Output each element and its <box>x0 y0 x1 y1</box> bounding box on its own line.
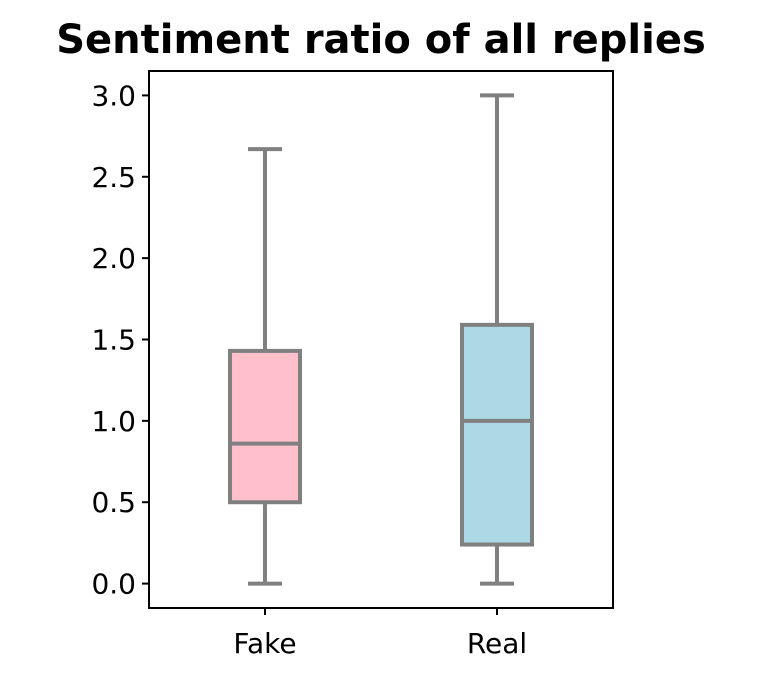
y-tick-label: 1.0 <box>91 405 136 438</box>
plot-area <box>148 70 614 609</box>
y-tick-label: 1.5 <box>91 324 136 357</box>
y-tick-label: 2.0 <box>91 242 136 275</box>
x-tick-label-real: Real <box>467 627 527 660</box>
y-tick-label: 3.0 <box>91 79 136 112</box>
y-tick-label: 2.5 <box>91 161 136 194</box>
y-tick-label: 0.0 <box>91 568 136 601</box>
chart-title: Sentiment ratio of all replies <box>56 17 706 63</box>
y-tick-label: 0.5 <box>91 486 136 519</box>
box-fake <box>228 147 302 586</box>
boxes <box>228 93 534 586</box>
box-real <box>460 93 534 586</box>
iqr-box <box>228 348 302 505</box>
x-axis: Fake Real <box>233 608 527 660</box>
y-axis: 0.0 0.5 1.0 1.5 2.0 2.5 3.0 <box>91 79 149 601</box>
iqr-box <box>460 322 534 547</box>
x-tick-label-fake: Fake <box>233 627 296 660</box>
